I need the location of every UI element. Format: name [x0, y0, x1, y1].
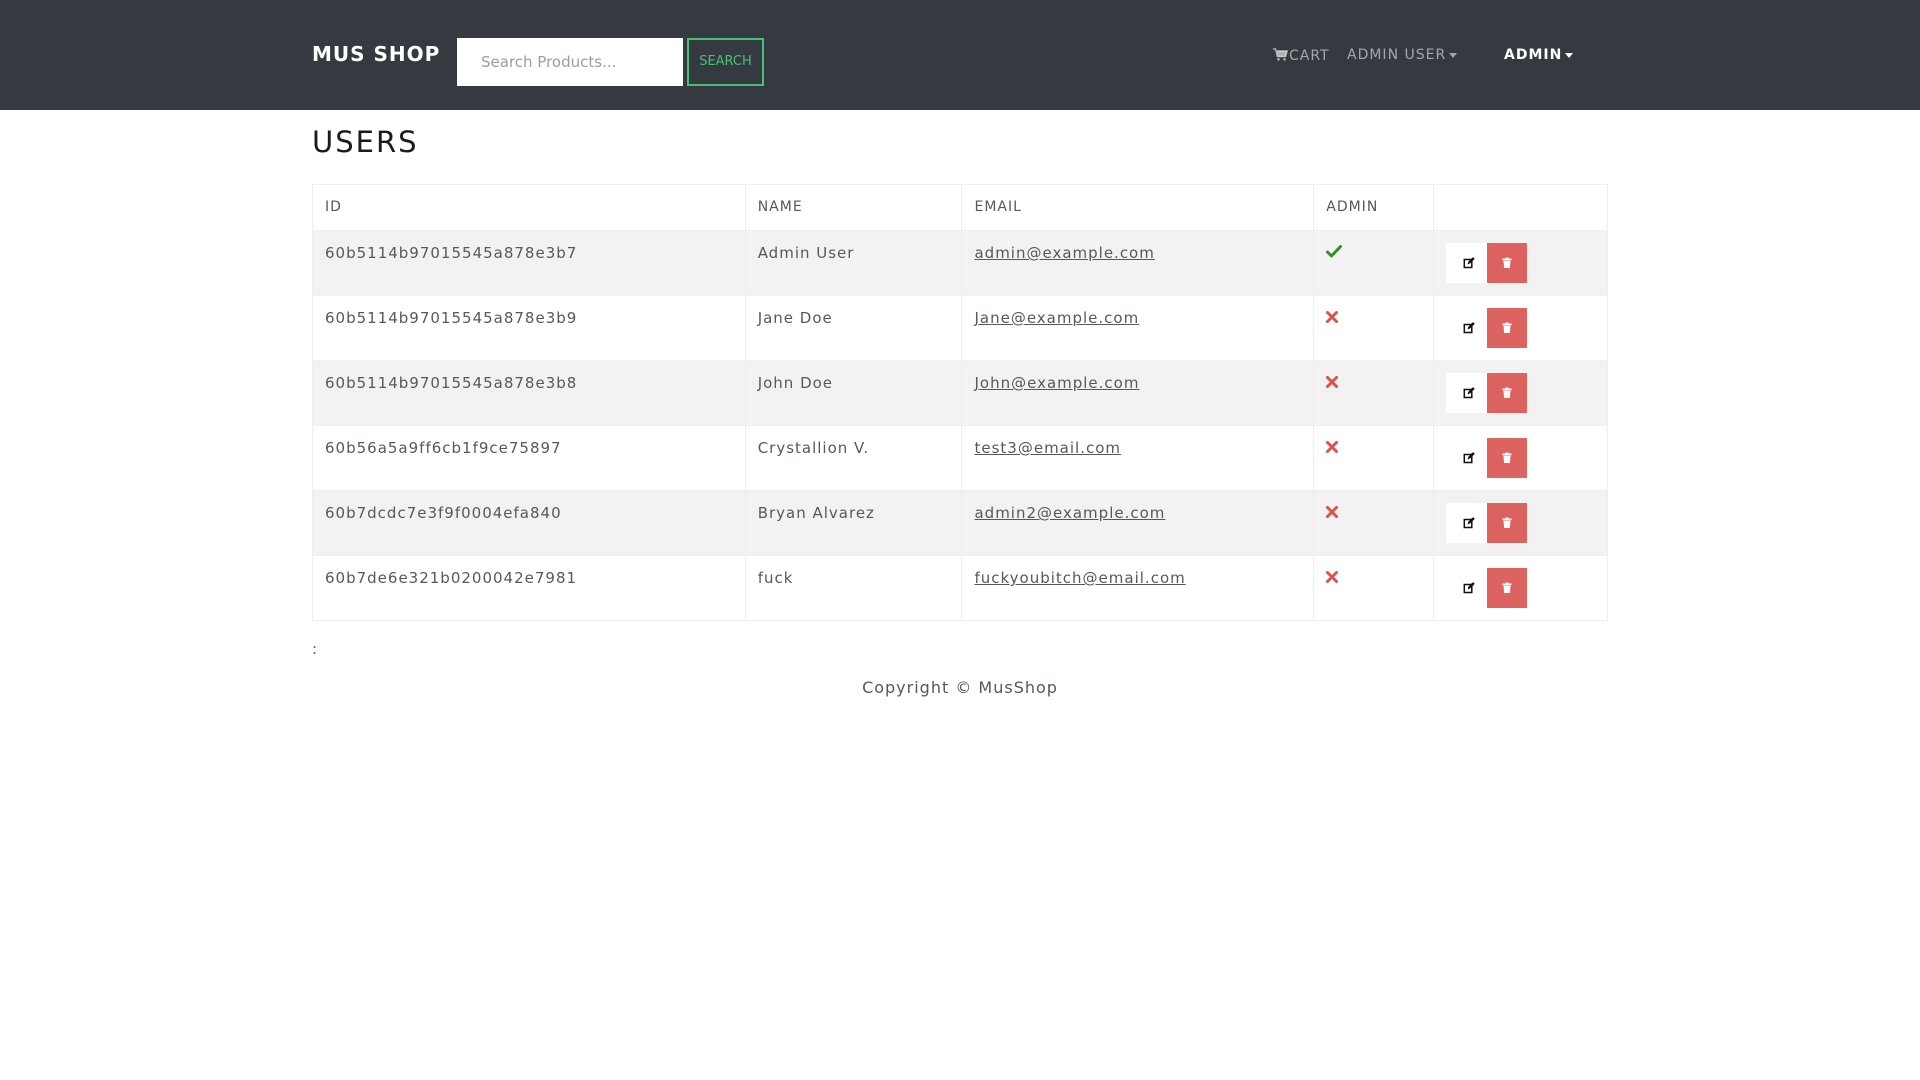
user-name-cell: Admin User: [744, 230, 963, 296]
user-actions-cell: [1433, 230, 1608, 296]
user-id-cell: 60b7dcdc7e3f9f0004efa840: [312, 490, 746, 556]
user-email-cell: test3@email.com: [961, 425, 1315, 491]
edit-user-button[interactable]: [1446, 438, 1492, 478]
user-actions-cell: [1433, 425, 1608, 491]
table-header-row: ID NAME EMAIL ADMIN: [312, 184, 1608, 231]
user-email-cell: admin@example.com: [961, 230, 1315, 296]
search-input[interactable]: [457, 38, 683, 86]
times-icon: [1326, 307, 1339, 328]
delete-user-button[interactable]: [1487, 568, 1528, 608]
user-name-cell: John Doe: [744, 360, 963, 426]
column-header-admin: ADMIN: [1313, 184, 1435, 231]
user-actions-cell: [1433, 555, 1608, 621]
brand-logo[interactable]: MUS SHOP: [312, 42, 441, 66]
delete-user-button[interactable]: [1487, 503, 1528, 543]
edit-user-button[interactable]: [1446, 373, 1492, 413]
user-admin-cell: [1313, 490, 1435, 556]
navbar: MUS SHOP SEARCH CART ADMIN USER ADMIN: [0, 0, 1920, 110]
search-button[interactable]: SEARCH: [687, 38, 764, 86]
user-email-link[interactable]: test3@email.com: [974, 439, 1122, 457]
user-actions-cell: [1433, 360, 1608, 426]
nav-cart-label: CART: [1289, 48, 1330, 64]
delete-user-button[interactable]: [1487, 308, 1528, 348]
column-header-name: NAME: [744, 184, 963, 231]
table-row: 60b5114b97015545a878e3b8 John Doe John@exa…: [312, 360, 1608, 426]
user-email-cell: admin2@example.com: [961, 490, 1315, 556]
table-row: 60b56a5a9ff6cb1f9ce75897 Crystallion V. te…: [312, 425, 1608, 491]
user-admin-cell: [1313, 555, 1435, 621]
user-actions-cell: [1433, 295, 1608, 361]
delete-user-button[interactable]: [1487, 243, 1528, 283]
table-row: 60b7de6e321b0200042e7981 fuck fuckyoubitch…: [312, 555, 1608, 621]
page-title: USERS: [312, 125, 419, 159]
edit-user-button[interactable]: [1446, 243, 1492, 283]
table-row: 60b5114b97015545a878e3b7 Admin User admin@…: [312, 230, 1608, 296]
user-email-link[interactable]: fuckyoubitch@email.com: [974, 569, 1186, 587]
times-icon: [1326, 437, 1339, 458]
admin-dropdown-label: ADMIN: [1504, 47, 1563, 63]
user-email-link[interactable]: John@example.com: [974, 374, 1140, 392]
column-header-id: ID: [312, 184, 746, 231]
caret-down-icon: [1449, 52, 1458, 58]
user-id-cell: 60b5114b97015545a878e3b7: [312, 230, 746, 296]
user-email-link[interactable]: Jane@example.com: [974, 309, 1140, 327]
delete-user-button[interactable]: [1487, 373, 1528, 413]
admin-dropdown[interactable]: ADMIN: [1504, 46, 1574, 64]
user-id-cell: 60b5114b97015545a878e3b8: [312, 360, 746, 426]
footer-copyright: Copyright © MusShop: [862, 678, 1058, 697]
user-id-cell: 60b7de6e321b0200042e7981: [312, 555, 746, 621]
user-admin-cell: [1313, 230, 1435, 296]
check-icon: [1326, 243, 1343, 263]
edit-user-button[interactable]: [1446, 568, 1492, 608]
nav-cart-link[interactable]: CART: [1273, 46, 1330, 65]
user-id-cell: 60b56a5a9ff6cb1f9ce75897: [312, 425, 746, 491]
times-icon: [1326, 567, 1339, 588]
stray-text: :: [312, 640, 318, 658]
delete-user-button[interactable]: [1487, 438, 1528, 478]
user-email-link[interactable]: admin@example.com: [974, 244, 1155, 262]
cart-icon: [1273, 46, 1289, 64]
user-name-cell: Bryan Alvarez: [744, 490, 963, 556]
user-name-cell: fuck: [744, 555, 963, 621]
table-row: 60b7dcdc7e3f9f0004efa840 Bryan Alvarez adm…: [312, 490, 1608, 556]
user-name-cell: Crystallion V.: [744, 425, 963, 491]
user-email-cell: fuckyoubitch@email.com: [961, 555, 1315, 621]
times-icon: [1326, 502, 1339, 523]
user-dropdown[interactable]: ADMIN USER: [1347, 46, 1458, 64]
user-email-cell: Jane@example.com: [961, 295, 1315, 361]
user-id-cell: 60b5114b97015545a878e3b9: [312, 295, 746, 361]
user-name-cell: Jane Doe: [744, 295, 963, 361]
user-dropdown-label: ADMIN USER: [1347, 47, 1447, 63]
users-table: ID NAME EMAIL ADMIN 60b5114b97015545a878…: [312, 184, 1608, 621]
caret-down-icon: [1565, 52, 1574, 58]
edit-user-button[interactable]: [1446, 503, 1492, 543]
user-admin-cell: [1313, 295, 1435, 361]
column-header-email: EMAIL: [961, 184, 1315, 231]
user-actions-cell: [1433, 490, 1608, 556]
times-icon: [1326, 372, 1339, 393]
user-admin-cell: [1313, 425, 1435, 491]
edit-user-button[interactable]: [1446, 308, 1492, 348]
user-admin-cell: [1313, 360, 1435, 426]
user-email-cell: John@example.com: [961, 360, 1315, 426]
user-email-link[interactable]: admin2@example.com: [974, 504, 1166, 522]
table-row: 60b5114b97015545a878e3b9 Jane Doe Jane@exa…: [312, 295, 1608, 361]
column-header-actions: [1433, 184, 1608, 231]
